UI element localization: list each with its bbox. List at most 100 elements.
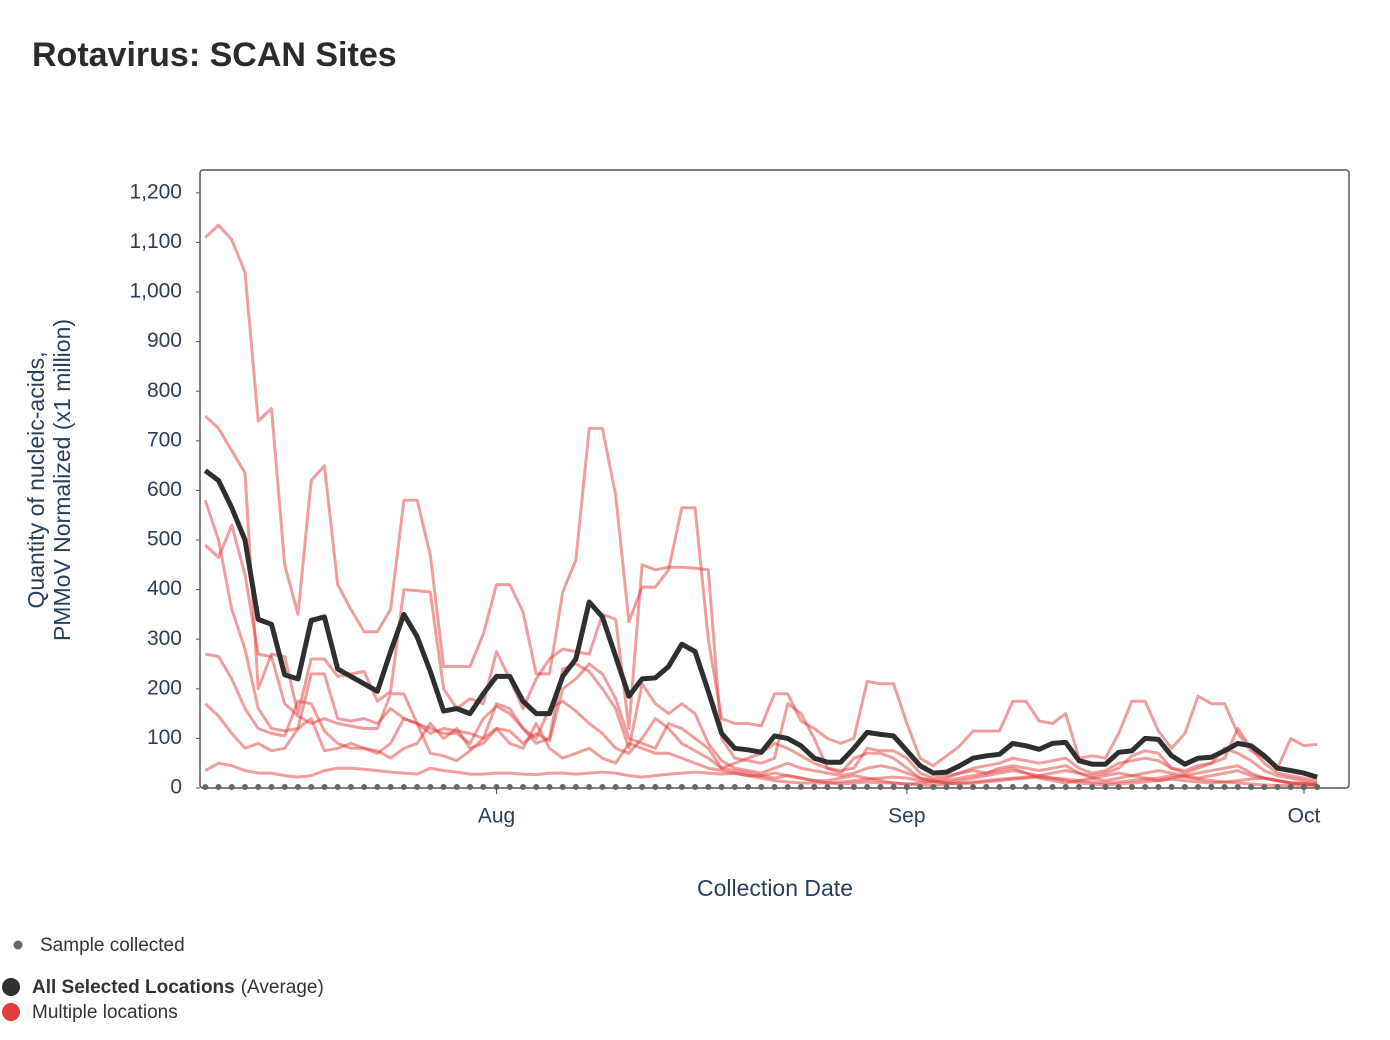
legend-name: Multiple locations	[32, 1002, 178, 1023]
sample-dot	[612, 784, 619, 790]
sample-dot	[877, 784, 884, 790]
sample-dot	[480, 784, 487, 790]
sample-dot	[1128, 784, 1135, 790]
legend-swatch	[13, 940, 23, 950]
y-tick-label: 1,000	[129, 280, 182, 303]
sample-dot	[321, 784, 328, 790]
sample-dot	[1195, 784, 1202, 790]
sample-dot	[890, 784, 897, 790]
sample-dot	[1261, 784, 1268, 790]
sample-dot	[400, 784, 407, 790]
sample-dot	[1208, 784, 1215, 790]
y-tick-label: 500	[147, 528, 182, 551]
sample-dot	[1036, 784, 1043, 790]
legend-name: All Selected Locations	[32, 977, 235, 998]
y-tick-label: 300	[147, 627, 182, 650]
sample-dot	[639, 784, 646, 790]
sample-dot	[440, 784, 447, 790]
sample-dot	[281, 784, 288, 790]
y-axis-title-line: Quantity of nucleic-acids,	[23, 352, 49, 609]
sample-dot	[731, 784, 738, 790]
sample-dot	[242, 784, 249, 790]
legend-label: All Selected Locations (Average)	[32, 977, 324, 998]
plot-area	[202, 223, 1321, 790]
y-tick-label: 100	[147, 726, 182, 749]
legend-swatch	[2, 1003, 20, 1021]
sample-dot	[1062, 784, 1069, 790]
sample-dot	[837, 784, 844, 790]
chart-title: Rotavirus: SCAN Sites	[32, 36, 397, 74]
legend-label: Multiple locations	[32, 1002, 178, 1023]
sample-dot	[665, 784, 672, 790]
location-line	[204, 523, 1318, 785]
sample-dot	[255, 784, 262, 790]
sample-dot	[850, 784, 857, 790]
x-tick-label: Aug	[478, 805, 515, 828]
sample-dot	[797, 784, 804, 790]
sample-dot	[228, 784, 235, 790]
sample-dot	[1287, 784, 1294, 790]
sample-dot	[784, 784, 791, 790]
sample-dot	[1089, 784, 1096, 790]
sample-dot	[824, 784, 831, 790]
sample-dot	[652, 784, 659, 790]
x-axis-title: Collection Date	[697, 875, 853, 901]
sample-dot	[864, 784, 871, 790]
sample-dot	[718, 784, 725, 790]
sample-dot	[347, 784, 354, 790]
sample-dot	[956, 784, 963, 790]
x-tick-label: Sep	[888, 805, 925, 828]
sample-dot	[427, 784, 434, 790]
average-line	[203, 468, 1318, 780]
sample-dot	[414, 784, 421, 790]
sample-dot	[308, 784, 315, 790]
location-line	[204, 761, 1318, 787]
location-line	[204, 414, 1318, 783]
sample-dot	[943, 784, 950, 790]
sample-dot	[572, 784, 579, 790]
sample-dot	[1221, 784, 1228, 790]
legend-name: Sample collected	[40, 935, 185, 956]
sample-dot	[678, 784, 685, 790]
sample-dot	[1300, 784, 1307, 790]
sample-dot	[546, 784, 553, 790]
sample-dot	[519, 784, 526, 790]
sample-dot	[692, 784, 699, 790]
sample-dot	[559, 784, 566, 790]
sample-dot	[202, 784, 209, 790]
sample-dot	[930, 784, 937, 790]
sample-dot	[506, 784, 513, 790]
sample-dot	[467, 784, 474, 790]
sample-dot	[1075, 784, 1082, 790]
sample-dot	[917, 784, 924, 790]
sample-dot	[1023, 784, 1030, 790]
x-tick-label: Oct	[1288, 805, 1321, 828]
sample-dot	[625, 784, 632, 790]
sample-dot	[1142, 784, 1149, 790]
sample-dot	[903, 784, 910, 790]
sample-dot	[1248, 784, 1255, 790]
sample-dot	[1009, 784, 1016, 790]
sample-dot	[334, 784, 341, 790]
sample-dot	[745, 784, 752, 790]
sample-dot	[599, 784, 606, 790]
y-tick-label: 600	[147, 478, 182, 501]
sample-dot	[215, 784, 222, 790]
sample-dot	[771, 784, 778, 790]
sample-dot	[453, 784, 460, 790]
sample-dot	[1314, 784, 1321, 790]
y-tick-label: 0	[170, 776, 182, 799]
sample-dot	[1049, 784, 1056, 790]
sample-dot	[1115, 784, 1122, 790]
sample-dot	[1155, 784, 1162, 790]
legend-label: Sample collected	[40, 935, 185, 956]
y-tick-label: 1,200	[129, 180, 182, 203]
sample-dot	[705, 784, 712, 790]
sample-dot	[294, 784, 301, 790]
y-tick-label: 700	[147, 428, 182, 451]
location-line	[203, 499, 1318, 786]
sample-dot	[970, 784, 977, 790]
location-line	[204, 223, 1318, 770]
sample-dot	[983, 784, 990, 790]
